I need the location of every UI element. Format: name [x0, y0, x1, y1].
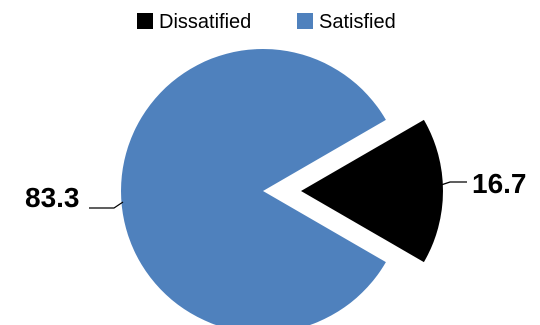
- legend-label-dissatified: Dissatified: [159, 11, 251, 33]
- leader-line-satisfied: [89, 201, 124, 209]
- chart-legend: Dissatified Satisfied: [137, 11, 396, 33]
- pie-slices: [121, 49, 443, 325]
- leader-lines: [89, 181, 467, 209]
- legend-item-dissatified: Dissatified: [137, 11, 251, 33]
- data-label-satisfied: 83.3: [25, 182, 80, 213]
- data-label-dissatified: 16.7: [472, 168, 527, 199]
- pie-slice-satisfied: [121, 49, 386, 325]
- legend-label-satisfied: Satisfied: [319, 11, 396, 33]
- pie-slice-dissatified: [301, 119, 443, 263]
- leader-line-dissatified: [440, 181, 467, 186]
- legend-swatch-dissatified: [137, 13, 153, 29]
- legend-swatch-satisfied: [297, 13, 313, 29]
- legend-item-satisfied: Satisfied: [297, 11, 396, 33]
